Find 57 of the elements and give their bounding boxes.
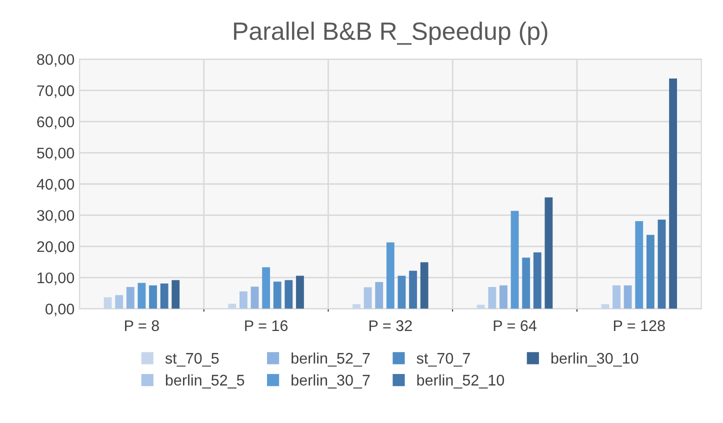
bar xyxy=(262,267,270,309)
bar xyxy=(409,270,417,309)
x-tick-label: P = 32 xyxy=(370,320,412,332)
bar xyxy=(476,304,485,309)
bar xyxy=(364,287,372,309)
bar xyxy=(126,286,134,309)
bar xyxy=(250,286,259,309)
bar xyxy=(488,286,496,309)
bar xyxy=(658,220,666,309)
y-tick-label: 30,00 xyxy=(37,210,74,223)
bar xyxy=(398,276,406,309)
bar xyxy=(239,291,248,309)
legend-label: st_70_7 xyxy=(416,352,470,367)
bar xyxy=(646,234,654,309)
bar xyxy=(352,304,360,309)
bar xyxy=(635,221,644,309)
chart-title: Parallel B&B R_Speedup (p) xyxy=(234,22,548,45)
bar xyxy=(160,284,168,309)
bar xyxy=(533,252,542,309)
y-tick-label: 10,00 xyxy=(38,272,74,286)
bar xyxy=(510,210,519,309)
legend-label: st_70_5 xyxy=(165,352,219,367)
bar xyxy=(624,285,632,309)
x-tick-label: P = 16 xyxy=(245,320,288,332)
bar xyxy=(601,304,610,309)
bar xyxy=(149,285,157,309)
bar xyxy=(296,276,304,309)
y-tick-label: 50,00 xyxy=(37,148,74,160)
y-tick-label: 60,00 xyxy=(37,116,74,130)
bar xyxy=(612,285,620,309)
bar xyxy=(500,285,508,309)
legend-label: berlin_52_5 xyxy=(166,374,244,388)
y-tick-label: 20,00 xyxy=(37,241,74,254)
y-tick-label: 0,00 xyxy=(46,304,74,316)
bar xyxy=(522,258,530,309)
bar xyxy=(115,295,124,309)
x-tick-label: P = 64 xyxy=(494,320,536,332)
bar xyxy=(228,304,236,309)
legend-label: berlin_52_10 xyxy=(417,374,504,388)
x-tick-label: P = 8 xyxy=(125,320,159,332)
bar xyxy=(669,78,678,309)
bar xyxy=(386,242,394,309)
bar xyxy=(544,197,553,309)
bar xyxy=(273,282,282,309)
bar xyxy=(138,282,146,309)
bar xyxy=(104,297,112,309)
y-tick-label: 40,00 xyxy=(36,178,74,192)
bar xyxy=(284,280,293,309)
x-tick-label: P = 128 xyxy=(614,320,665,332)
bar xyxy=(172,280,180,309)
legend-label: berlin_52_7 xyxy=(292,352,370,367)
y-tick-label: 70,00 xyxy=(37,85,74,98)
bar xyxy=(375,282,384,309)
legend-label: berlin_30_10 xyxy=(551,352,638,367)
y-tick-label: 80,00 xyxy=(37,54,74,67)
bar xyxy=(420,262,428,309)
legend-label: berlin_30_7 xyxy=(292,374,370,388)
